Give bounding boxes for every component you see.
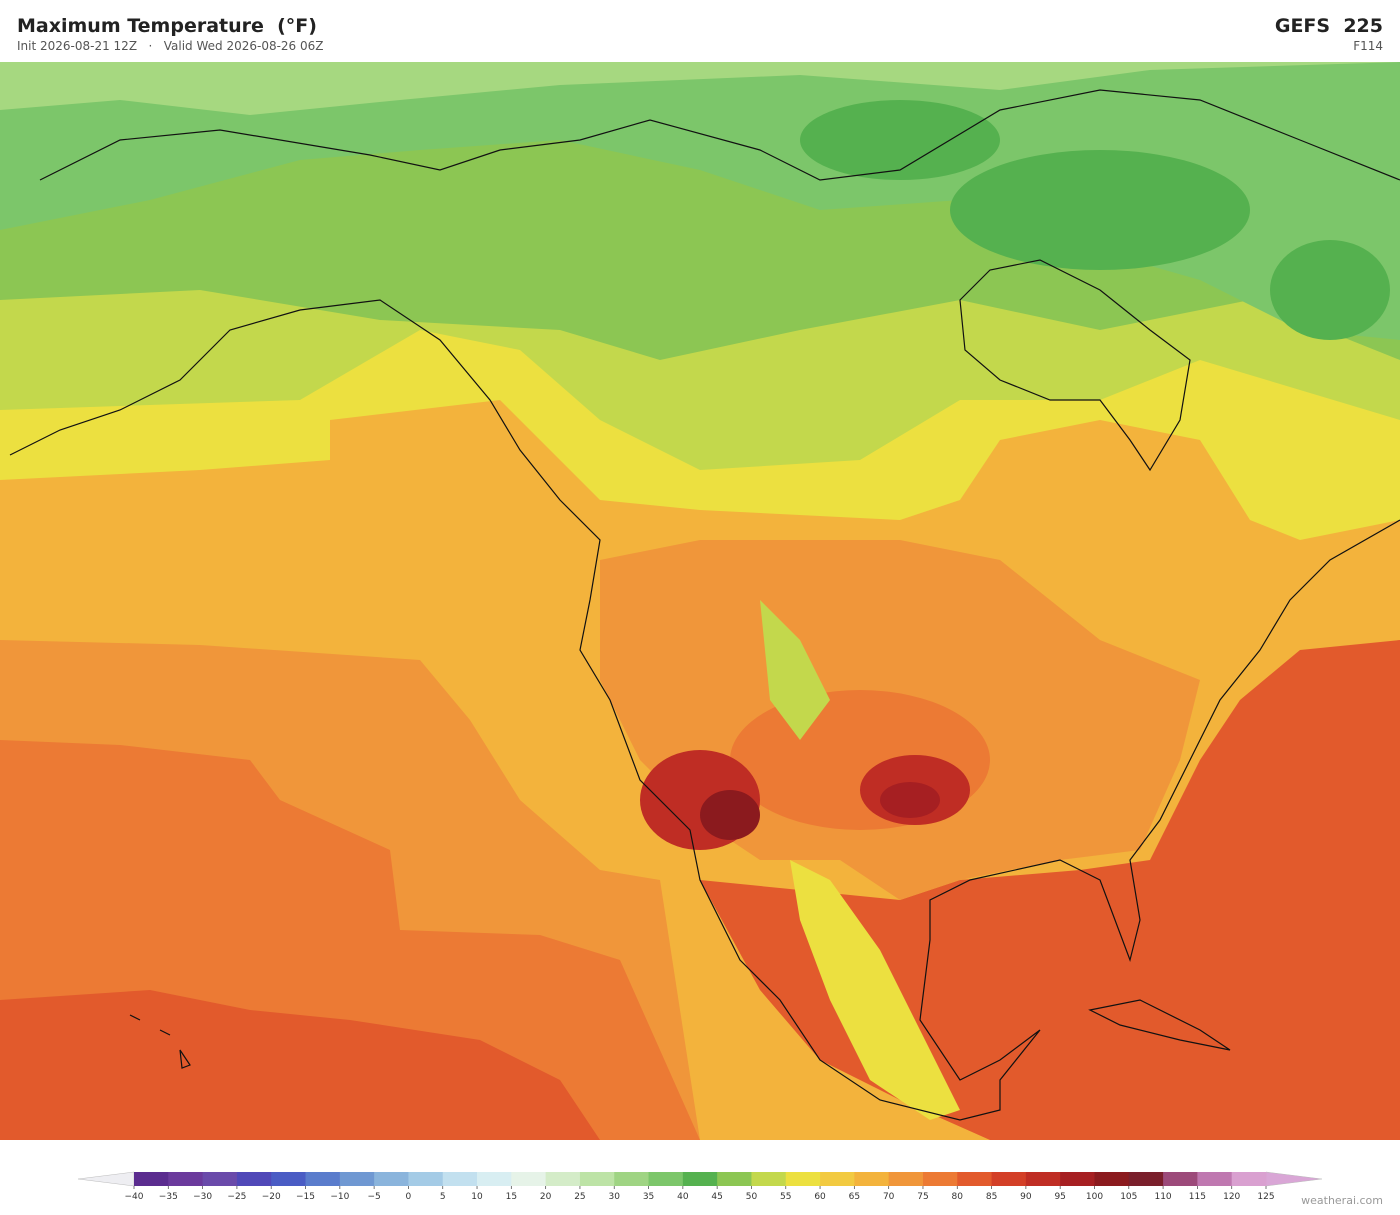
colorbar-segment (717, 1172, 752, 1186)
map-title: Maximum Temperature (°F) (17, 15, 317, 37)
colorbar-tick-label: 95 (1054, 1192, 1065, 1202)
colorbar-tick-label: −40 (125, 1192, 144, 1202)
colorbar-segment (1197, 1172, 1233, 1186)
colorbar-segment (579, 1172, 615, 1186)
watermark: weatherai.com (1301, 1194, 1383, 1207)
colorbar-tick-label: 110 (1154, 1192, 1171, 1202)
coastline (9, 89, 1400, 1121)
colorbar-segment (442, 1172, 478, 1186)
colorbar-segment (1094, 1172, 1130, 1186)
colorbar-segment (785, 1172, 821, 1186)
colorbar-tick-label: 50 (746, 1192, 758, 1202)
colorbar-tick-label: 15 (506, 1192, 517, 1202)
colorbar-segment (236, 1172, 272, 1186)
colorbar-over (1265, 1171, 1323, 1187)
colorbar-segment (305, 1172, 341, 1186)
colorbar-segment (854, 1172, 890, 1186)
colorbar-segment (477, 1172, 512, 1186)
colorbar: −40 −35 −30 −25 −20 −15 −10 −5 0 5 10 15 20 25 30 35 40 4… (77, 1171, 1323, 1202)
colorbar-segment (1025, 1172, 1061, 1186)
colorbar-segment (168, 1172, 204, 1186)
colorbar-tick-label: −35 (159, 1192, 178, 1202)
colorbar-tick-label: 80 (952, 1192, 964, 1202)
colorbar-segment (1128, 1172, 1164, 1186)
colorbar-tick-label: 85 (986, 1192, 997, 1202)
colorbar-segment (751, 1172, 787, 1186)
colorbar-tick-label: 55 (780, 1192, 791, 1202)
colorbar-tick-label: 115 (1189, 1192, 1206, 1202)
colorbar-segment (202, 1172, 238, 1186)
forecast-hour: F114 (1353, 39, 1383, 53)
colorbar-tick-label: 65 (849, 1192, 860, 1202)
temp-zone (0, 62, 1400, 340)
temp-zone (950, 150, 1250, 270)
colorbar-tick-label: 20 (540, 1192, 552, 1202)
colorbar-segment (511, 1172, 547, 1186)
colorbar-tick-label: 10 (471, 1192, 483, 1202)
colorbar-tick-label: 75 (917, 1192, 928, 1202)
temp-zone (1270, 240, 1390, 340)
colorbar-tick-label: 120 (1223, 1192, 1240, 1202)
map-subtitle: Init 2026-08-21 12Z · Valid Wed 2026-08-… (17, 39, 324, 53)
colorbar-segment (271, 1172, 307, 1186)
colorbar-segment (339, 1172, 375, 1186)
temperature-map (0, 62, 1400, 1140)
colorbar-segment (1060, 1172, 1095, 1186)
colorbar-tick-label: 35 (643, 1192, 654, 1202)
colorbar-tick-label: 45 (711, 1192, 722, 1202)
colorbar-tick-label: 0 (406, 1192, 412, 1202)
temp-zone (760, 600, 830, 740)
colorbar-tick-label: 60 (814, 1192, 826, 1202)
colorbar-segment (408, 1172, 444, 1186)
colorbar-tick-label: 30 (609, 1192, 621, 1202)
colorbar-tick-label: 70 (883, 1192, 895, 1202)
colorbar-tick-label: 125 (1257, 1192, 1274, 1202)
colorbar-tick-label: 90 (1020, 1192, 1032, 1202)
colorbar-tick-label: −30 (193, 1192, 212, 1202)
colorbar-tick-label: −10 (330, 1192, 349, 1202)
temp-zone (800, 100, 1000, 180)
colorbar-tick-label: 105 (1120, 1192, 1137, 1202)
temp-zone (880, 782, 940, 818)
colorbar-tick-label: −20 (262, 1192, 281, 1202)
temp-zone (790, 860, 960, 1120)
colorbar-segment (1163, 1172, 1198, 1186)
colorbar-tick-label: 5 (440, 1192, 446, 1202)
colorbar-segment (991, 1172, 1027, 1186)
colorbar-tick-label: 25 (574, 1192, 585, 1202)
colorbar-tick-label: 40 (677, 1192, 689, 1202)
colorbar-segment (134, 1172, 169, 1186)
colorbar-segment (545, 1172, 581, 1186)
colorbar-segment (1231, 1172, 1267, 1186)
temp-zone (700, 790, 760, 840)
colorbar-tick-label: 100 (1086, 1192, 1103, 1202)
colorbar-under (77, 1171, 135, 1187)
colorbar-segment (614, 1172, 650, 1186)
colorbar-tick-label: −5 (367, 1192, 380, 1202)
colorbar-segment (820, 1172, 855, 1186)
colorbar-tick-label: −25 (227, 1192, 246, 1202)
temp-zone (0, 62, 1400, 115)
colorbar-segment (682, 1172, 718, 1186)
temp-zone (0, 990, 600, 1140)
colorbar-segment (922, 1172, 958, 1186)
colorbar-tick-label: −15 (296, 1192, 315, 1202)
colorbar-segment (888, 1172, 924, 1186)
colorbar-segment (374, 1172, 409, 1186)
colorbar-segment (957, 1172, 993, 1186)
model-name: GEFS 225 (1274, 15, 1383, 37)
colorbar-segment (648, 1172, 684, 1186)
